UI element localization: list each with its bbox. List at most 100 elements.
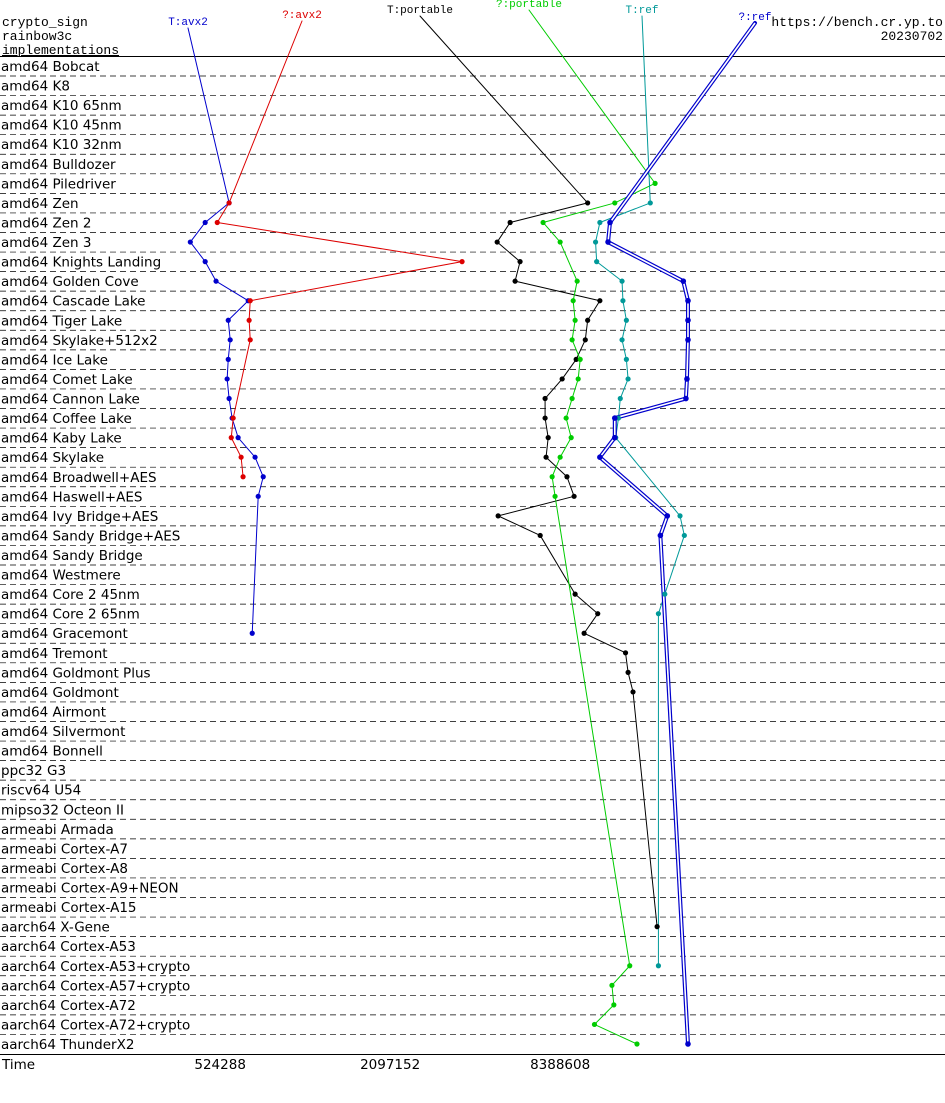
category-label: amd64 Tremont [1,646,108,662]
series-segment [226,358,229,380]
series-segment [627,671,634,693]
series-segment [227,300,249,321]
data-point [224,376,230,382]
data-point [617,395,623,402]
lines-layer [187,9,757,1046]
data-point [537,532,543,539]
category-label: aarch64 Cortex-A57+crypto [1,978,190,994]
data-point [592,239,599,245]
date: 20230702 [881,29,943,44]
category-label: amd64 Broadwell+AES [1,470,157,486]
data-point [683,395,689,402]
data-point [230,415,236,421]
category-label: amd64 Skylake [1,450,104,466]
category-label: amd64 Piledriver [1,176,116,192]
category-label: ppc32 G3 [1,763,66,779]
rows-layer [0,75,945,1035]
data-point [652,180,658,186]
data-point [594,259,600,265]
data-point [517,259,523,265]
data-point [612,200,618,206]
data-point [609,982,615,988]
category-label: aarch64 Cortex-A72 [1,998,136,1014]
legend-leader [228,20,303,204]
data-point [572,317,578,323]
series-segment [249,261,463,302]
data-point [214,219,220,226]
data-point [459,259,465,265]
data-point [597,454,603,461]
category-label: amd64 Airmont [1,704,106,720]
data-point [611,415,618,421]
data-point [540,219,546,226]
data-point [542,415,548,421]
data-point [657,532,664,539]
series-segment [189,241,206,263]
data-point [623,356,629,362]
data-point [564,474,570,480]
series-segment [248,300,251,321]
category-label: amd64 Kaby Lake [1,431,122,447]
category-label: aarch64 ThunderX2 [1,1037,134,1053]
series-segment [216,221,463,263]
dots-layer [187,180,691,1047]
series-segment [574,593,599,615]
series-segment [611,965,631,986]
series-segment [544,378,563,400]
series-segment [615,437,681,517]
series-segment [230,417,234,439]
series-segment [566,476,575,497]
data-point [260,474,266,480]
series-segment-inner [682,280,689,301]
category-label: amd64 Cannon Lake [1,392,140,408]
series-segment [596,261,623,282]
series-segment [593,1023,638,1045]
series-segment [583,632,627,654]
data-point [597,219,603,226]
data-point [571,493,577,499]
series-segment [545,437,549,458]
series-segment [621,319,627,341]
data-point [507,219,513,226]
series-segment [571,319,576,341]
category-label: aarch64 X-Gene [1,920,110,936]
data-point [495,513,501,519]
data-point [619,337,625,343]
data-point [685,297,691,304]
series-segment [621,280,624,302]
data-point [611,1002,617,1008]
series-segment [621,339,627,360]
data-point [238,454,244,460]
data-point [655,611,662,617]
category-label: amd64 K10 45nm [1,118,122,134]
series-segment-inner [607,241,684,282]
data-point [573,356,579,362]
series-segment [571,378,579,400]
series-segment [561,358,577,380]
data-point [549,474,555,480]
data-point [664,513,671,519]
data-point [681,532,687,539]
series-segment [216,202,230,223]
series-segment [611,984,615,1006]
legend-leader [528,9,656,184]
data-point [542,395,548,402]
chart-subtitle: rainbow3c [2,29,72,44]
category-label: amd64 Sandy Bridge+AES [1,528,180,544]
series-segment [227,319,231,341]
series-segment [204,202,230,223]
data-point [574,278,580,284]
x-tick-label: 8388608 [530,1057,590,1073]
data-point [654,924,660,930]
series-segment [622,300,627,321]
series-segment [509,202,589,223]
series-segment [544,417,549,439]
category-label: amd64 Bulldozer [1,157,116,173]
category-label: amd64 Zen 3 [1,235,91,251]
series-segment [575,339,586,360]
series-segment [496,241,521,263]
category-label: amd64 Westmere [1,568,121,584]
data-point [685,317,691,324]
category-label: amd64 Gracemont [1,626,128,642]
